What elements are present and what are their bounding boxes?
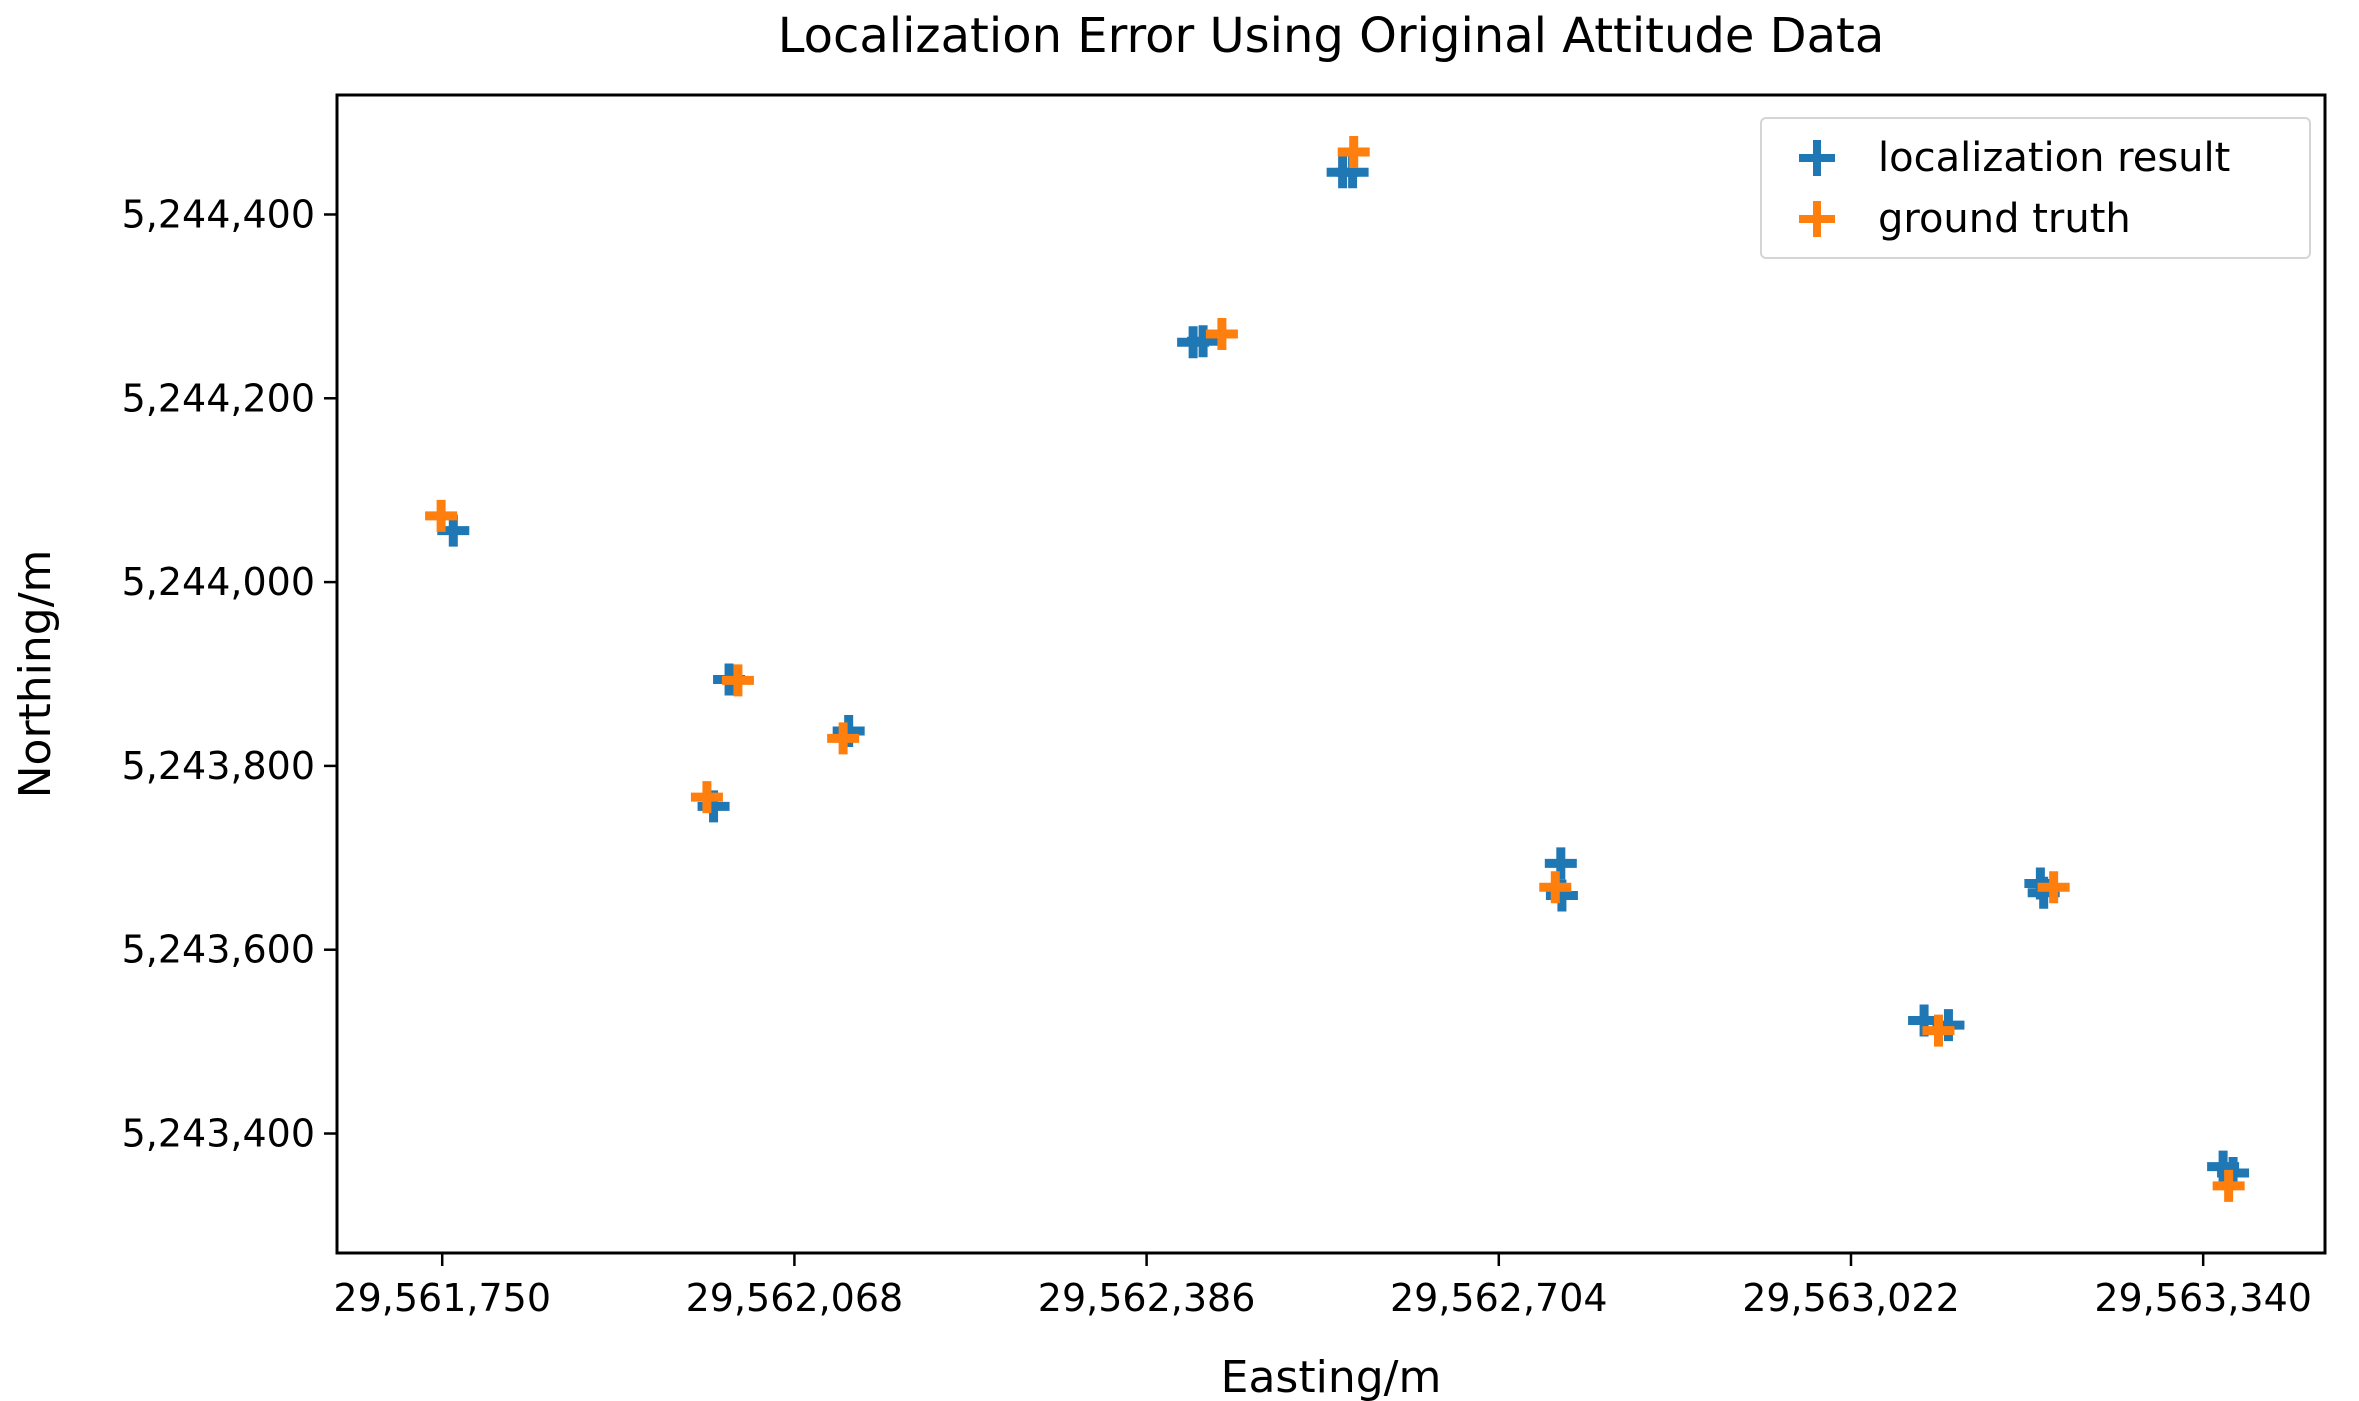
axes-layer: 29,561,750 29,562,068 29,562,386 29,562,704…	[122, 93, 2327, 1320]
x-tick-label: 29,562,068	[686, 1276, 904, 1320]
y-tick-label: 5,244,400	[122, 192, 315, 236]
data-point-marker	[1187, 325, 1220, 358]
legend-item-localization-result: localization result	[1762, 135, 2309, 181]
y-tick-label: 5,243,400	[122, 1112, 315, 1156]
y-tick-label: 5,244,000	[122, 560, 315, 604]
x-tick-label: 29,561,750	[333, 1276, 551, 1320]
data-point-marker	[1205, 317, 1238, 350]
legend: localization result ground truth	[1760, 117, 2311, 259]
legend-item-ground-truth: ground truth	[1762, 196, 2309, 242]
plus-marker-icon	[1799, 139, 1835, 176]
data-point-marker	[2212, 1169, 2245, 1202]
data-point-marker	[1922, 1014, 1955, 1047]
x-tick-label: 29,563,022	[1742, 1276, 1960, 1320]
data-point-marker	[1337, 135, 1370, 168]
x-tick-label: 29,563,340	[2094, 1276, 2312, 1320]
y-tick-label: 5,243,600	[122, 928, 315, 972]
data-point-marker	[690, 781, 723, 814]
y-tick-label: 5,244,200	[122, 376, 315, 420]
y-tick-label: 5,243,800	[122, 744, 315, 788]
data-point-marker	[721, 664, 754, 697]
legend-label: localization result	[1878, 134, 2231, 181]
y-axis-label: Northing/m	[10, 550, 61, 799]
x-axis-label: Easting/m	[1221, 1352, 1442, 1401]
x-tick-label: 29,562,704	[1390, 1276, 1608, 1320]
data-point-marker	[2037, 871, 2070, 904]
data-point-marker	[425, 499, 458, 532]
plus-marker-icon	[1799, 200, 1835, 237]
data-point-marker	[1544, 847, 1577, 880]
legend-label: ground truth	[1878, 195, 2131, 242]
data-point-marker	[1539, 871, 1572, 904]
chart-title: Localization Error Using Original Attitu…	[778, 8, 1885, 64]
data-points-layer	[425, 135, 2250, 1202]
data-point-marker	[827, 722, 860, 755]
x-tick-label: 29,562,386	[1038, 1276, 1256, 1320]
